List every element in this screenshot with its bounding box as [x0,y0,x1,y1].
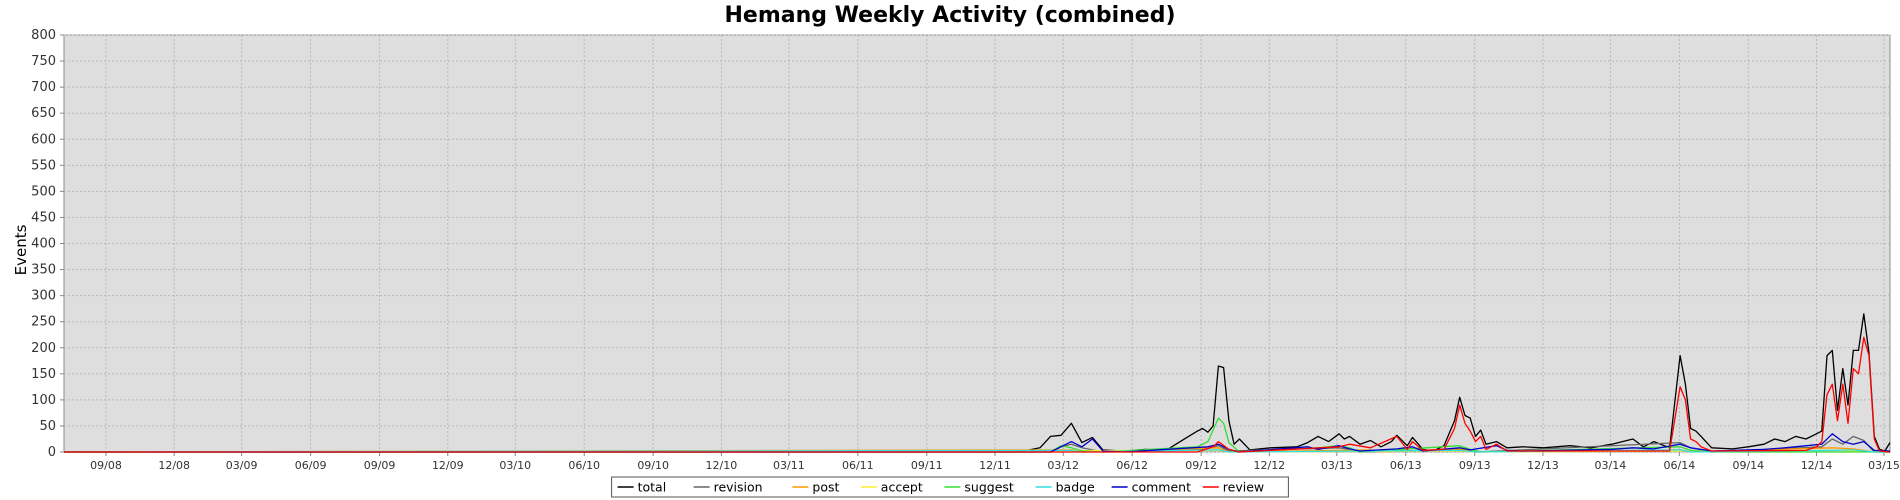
x-tick-label: 09/12 [1185,459,1217,472]
x-tick-label: 12/14 [1801,459,1833,472]
legend-label-review: review [1223,480,1264,495]
y-tick-label: 300 [31,289,56,304]
x-tick-label: 06/14 [1664,459,1696,472]
y-tick-label: 500 [31,184,56,199]
legend-label-post: post [812,480,839,495]
series-line-review [64,336,1891,453]
y-tick-label: 50 [39,419,56,434]
x-tick-label: 03/12 [1047,459,1079,472]
x-tick-label: 12/08 [158,459,190,472]
y-tick-label: 600 [31,132,56,147]
legend-label-accept: accept [881,480,923,495]
y-tick-label: 400 [31,237,56,252]
y-tick-label: 550 [31,158,56,173]
chart-title: Hemang Weekly Activity (combined) [725,3,1176,28]
x-tick-label: 09/09 [364,459,396,472]
legend-label-revision: revision [714,480,763,495]
legend: total revision post accept suggest badge comme… [611,476,1289,498]
y-tick-label: 200 [31,341,56,356]
x-tick-label: 06/13 [1390,459,1422,472]
x-tick-label: 03/10 [499,459,531,472]
y-tick-label: 0 [48,445,56,460]
x-tick-label: 12/13 [1527,459,1559,472]
y-tick-label: 450 [31,210,56,225]
x-tick-label: 09/13 [1459,459,1491,472]
y-tick-label: 150 [31,367,56,382]
x-tick-label: 06/09 [295,459,327,472]
y-tick-label: 700 [31,80,56,95]
x-tick-label: 09/10 [637,459,669,472]
plot-area [63,34,1891,453]
legend-label-suggest: suggest [964,480,1014,495]
y-tick-label: 800 [31,28,56,43]
x-tick-label: 03/09 [226,459,258,472]
y-axis-label: Events [12,224,30,275]
y-tick-label: 350 [31,263,56,278]
y-tick-label: 100 [31,393,56,408]
x-tick-label: 12/12 [1253,459,1285,472]
legend-label-badge: badge [1056,480,1095,495]
x-tick-label: 06/12 [1116,459,1148,472]
series-lines [63,313,1891,453]
x-tick-label: 06/10 [568,459,600,472]
x-tick-label: 06/11 [842,459,874,472]
x-tick-label: 03/13 [1321,459,1353,472]
x-tick-label: 12/10 [706,459,738,472]
y-tick-label: 750 [31,54,56,69]
x-tick-label: 12/11 [979,459,1011,472]
legend-label-comment: comment [1132,480,1191,495]
x-tick-label: 09/08 [90,459,122,472]
y-tick-label: 250 [31,315,56,330]
y-tick-label: 650 [31,106,56,121]
x-tick-label: 09/14 [1732,459,1764,472]
x-tick-label: 03/11 [773,459,805,472]
x-tick-label: 09/11 [911,459,943,472]
series-line-total [64,313,1891,453]
x-tick-label: 03/15 [1868,459,1900,472]
x-tick-label: 03/14 [1595,459,1627,472]
y-axis: 0 50 100 150 200 250 300 350 400 450 500 550 600 650 7… [31,28,64,460]
x-tick-label: 12/09 [432,459,464,472]
legend-label-total: total [638,480,667,495]
x-axis: 09/08 12/08 03/09 06/09 09/09 12/09 03/10 06/10… [90,452,1900,472]
